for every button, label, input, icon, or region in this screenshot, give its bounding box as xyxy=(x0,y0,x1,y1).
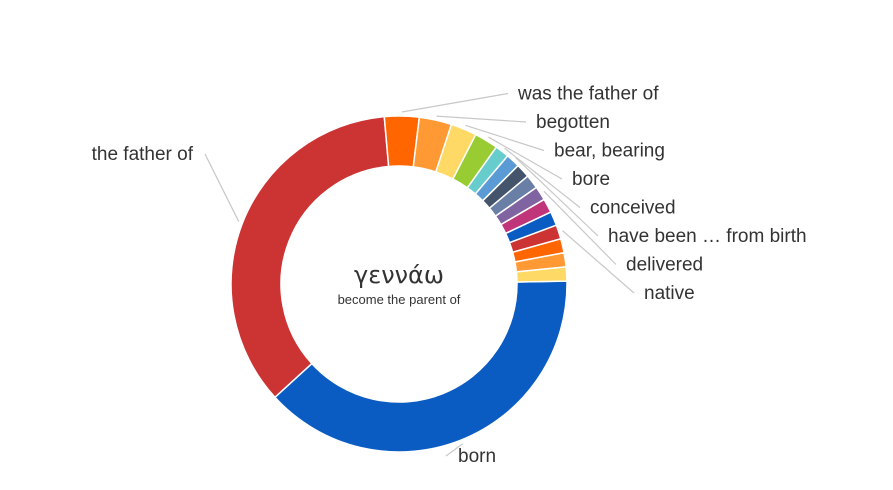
leader-line-the-father-of xyxy=(204,153,240,222)
label-was-the-father-of: was the father of xyxy=(517,84,659,105)
label-conceived: conceived xyxy=(590,198,676,219)
slice-the-father-of xyxy=(230,115,390,399)
leader-line-delivered xyxy=(543,190,617,265)
slice-labels: born the father of was the father of begott… xyxy=(92,84,807,468)
leader-line-was-the-father-of xyxy=(401,92,509,113)
label-have-been-from-birth: have been … from birth xyxy=(608,226,807,247)
leader-lines xyxy=(204,92,635,457)
label-the-father-of: the father of xyxy=(92,144,194,165)
label-bear-bearing: bear, bearing xyxy=(554,141,665,162)
label-born: born xyxy=(458,446,496,467)
leader-line-bear-bearing xyxy=(465,124,545,152)
leader-line-have-been-from-birth xyxy=(515,157,599,237)
leader-line-bore xyxy=(488,136,563,180)
leader-line-native xyxy=(562,230,635,294)
slice-unlabeled-16 xyxy=(515,265,568,283)
leader-line-begotten xyxy=(436,115,527,123)
donut-slices xyxy=(230,115,568,453)
leader-line-born xyxy=(445,443,463,457)
label-delivered: delivered xyxy=(626,255,703,276)
leader-line-conceived xyxy=(504,147,581,208)
center-subtitle: become the parent of xyxy=(338,292,461,307)
center-title: γεννάω xyxy=(354,261,444,289)
label-begotten: begotten xyxy=(536,112,610,133)
label-native: native xyxy=(644,283,695,304)
label-bore: bore xyxy=(572,169,610,190)
slice-born xyxy=(273,280,568,453)
